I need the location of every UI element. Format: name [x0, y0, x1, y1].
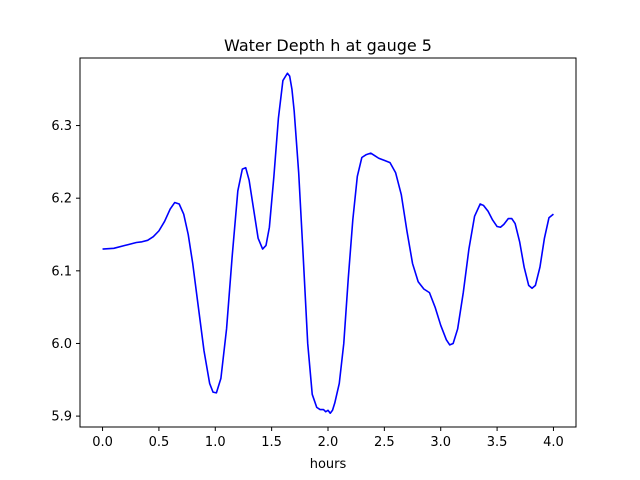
x-tick-label: 3.0	[430, 435, 451, 450]
y-tick-label: 6.1	[51, 264, 72, 279]
x-tick-label: 2.0	[318, 435, 339, 450]
y-tick-label: 6.3	[51, 119, 72, 134]
x-tick-label: 0.0	[92, 435, 113, 450]
y-tick-label: 6.0	[51, 337, 72, 352]
y-tick-label: 6.2	[51, 192, 72, 207]
y-tick-label: 5.9	[51, 410, 72, 425]
x-axis-label: hours	[310, 457, 347, 472]
x-tick-label: 4.0	[543, 435, 564, 450]
chart-title: Water Depth h at gauge 5	[224, 36, 432, 55]
x-tick-label: 3.5	[487, 435, 508, 450]
x-tick-label: 0.5	[149, 435, 170, 450]
series-line-0	[102, 72, 554, 415]
x-tick-label: 1.0	[205, 435, 226, 450]
x-tick-label: 2.5	[374, 435, 395, 450]
x-tick-label: 1.5	[261, 435, 282, 450]
x-axis: 0.0 0.5 1.0 1.5 2.0 2.5 3.0 3.5 4.0	[92, 427, 564, 450]
y-axis: 5.9 6.0 6.1 6.2 6.3	[51, 119, 80, 425]
plot-area	[102, 72, 554, 415]
